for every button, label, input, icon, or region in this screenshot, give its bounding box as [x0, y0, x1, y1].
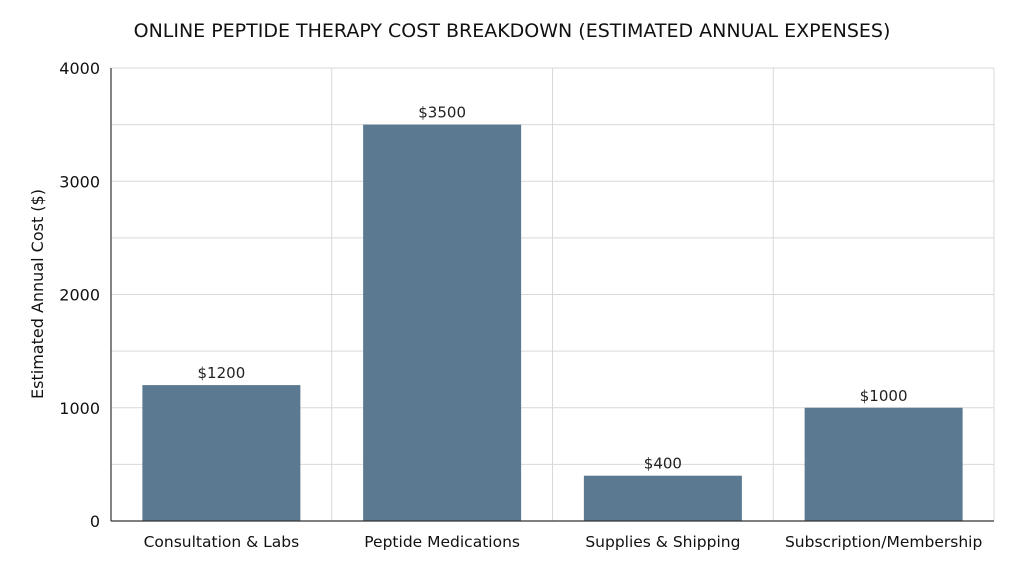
x-tick-label: Consultation & Labs — [144, 533, 300, 551]
y-axis-label: Estimated Annual Cost ($) — [28, 189, 47, 399]
bar-data-label: $1000 — [860, 387, 908, 405]
y-tick-label: 4000 — [59, 59, 100, 78]
x-tick-label: Subscription/Membership — [785, 533, 982, 551]
x-tick-label: Peptide Medications — [364, 533, 520, 551]
y-tick-label: 2000 — [59, 286, 100, 305]
bar-data-label: $1200 — [198, 364, 246, 382]
bar-data-label: $400 — [644, 455, 682, 473]
label-layer: $1200 Consultation & Labs $3500 Peptide Med… — [59, 59, 982, 551]
bar — [804, 407, 963, 521]
x-tick-label: Supplies & Shipping — [585, 533, 740, 551]
bar — [142, 385, 301, 521]
y-tick-label: 3000 — [59, 172, 100, 191]
chart-title: ONLINE PEPTIDE THERAPY COST BREAKDOWN (E… — [134, 20, 891, 42]
bar-layer — [142, 124, 963, 521]
y-tick-label: 1000 — [59, 399, 100, 418]
bar-data-label: $3500 — [418, 104, 466, 122]
bar — [583, 475, 742, 521]
y-tick-label: 0 — [90, 512, 100, 531]
axis-layer — [110, 68, 994, 522]
bar — [363, 124, 522, 521]
